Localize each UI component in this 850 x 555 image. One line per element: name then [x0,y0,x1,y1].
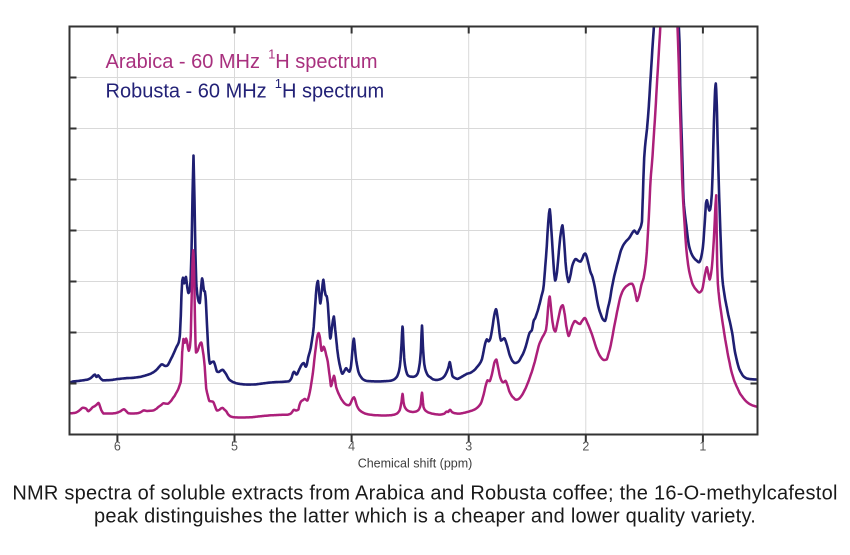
svg-text:3: 3 [465,440,472,454]
svg-text:1: 1 [699,440,706,454]
svg-text:Chemical shift (ppm): Chemical shift (ppm) [358,457,473,471]
svg-text:Robusta - 60 MHz 1H spectrum: Robusta - 60 MHz 1H spectrum [106,76,385,103]
svg-text:6: 6 [114,440,121,454]
svg-text:2: 2 [582,440,589,454]
svg-text:5: 5 [231,440,238,454]
svg-text:Arabica - 60 MHz 1H spectrum: Arabica - 60 MHz 1H spectrum [106,47,378,74]
svg-text:4: 4 [348,440,355,454]
svg-text:peak distinguishes the latter: peak distinguishes the latter which is a… [94,506,756,528]
svg-text:NMR spectra of soluble extract: NMR spectra of soluble extracts from Ara… [12,483,837,505]
